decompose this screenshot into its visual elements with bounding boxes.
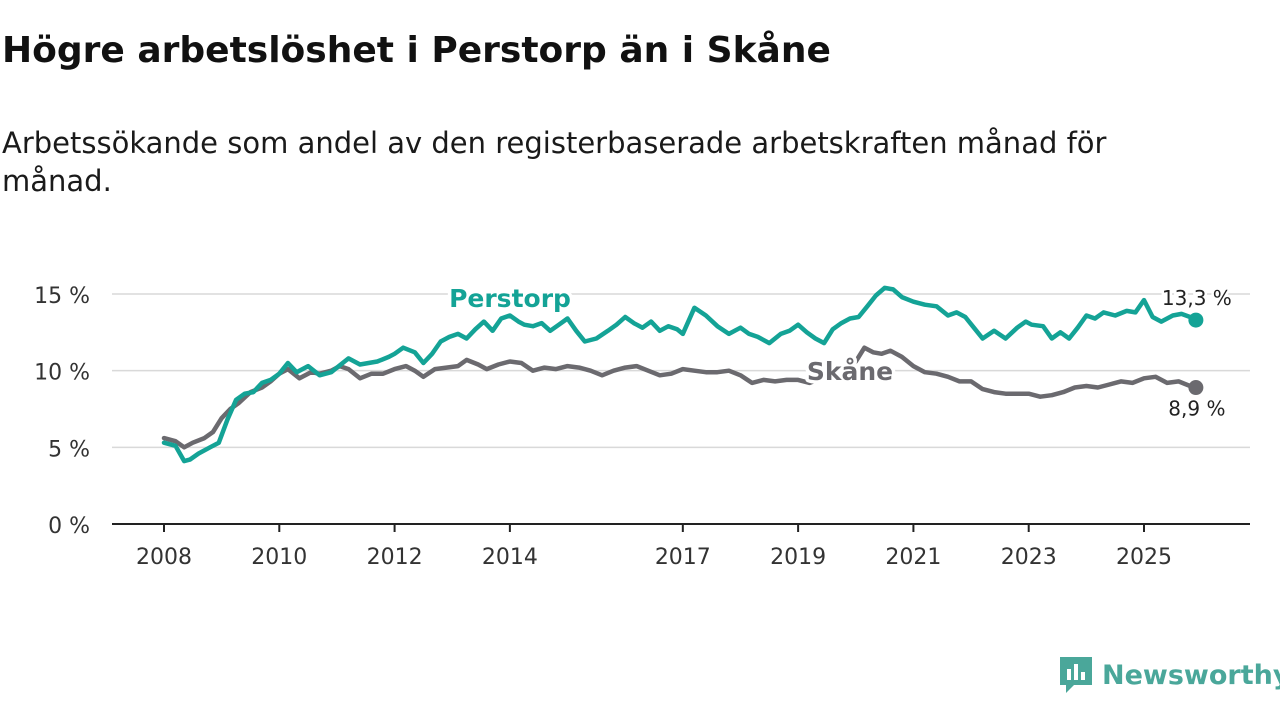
series-layer	[161, 285, 1204, 464]
label-layer: 13,3 % 8,9 % Perstorp Skåne	[446, 281, 1235, 424]
x-tick-label: 2021	[885, 545, 941, 570]
x-tick-label: 2012	[367, 545, 423, 570]
x-tick-label: 2023	[1001, 545, 1057, 570]
y-tick-label: 5 %	[48, 437, 90, 462]
newsworthy-logo: Newsworthy	[1058, 654, 1280, 696]
y-tick-label: 0 %	[48, 514, 90, 539]
x-tick-label: 2019	[770, 545, 826, 570]
series-name-label-skane: Skåne	[807, 357, 893, 386]
series-end-dot-perstorp	[1188, 312, 1204, 328]
y-tick-label: 15 %	[34, 284, 90, 309]
x-tick-label: 2008	[136, 545, 192, 570]
grid-layer: 0 % 5 % 10 % 15 % 2008 2010 2012 2014 2017 2019 20…	[34, 284, 1250, 570]
chart-subtitle: Arbetssökande som andel av den registerb…	[2, 126, 1107, 198]
y-tick-label: 10 %	[34, 361, 90, 386]
series-end-label-skane: 8,9 %	[1168, 397, 1225, 421]
x-tick-label: 2014	[482, 545, 538, 570]
x-tick-label: 2025	[1116, 545, 1172, 570]
series-end-dot-skane	[1188, 380, 1204, 396]
x-tick-label: 2010	[251, 545, 307, 570]
series-line-perstorp	[161, 285, 1199, 464]
chart-title: Högre arbetslöshet i Perstorp än i Skåne	[2, 30, 831, 71]
series-line-skane	[161, 345, 1199, 450]
x-tick-label: 2017	[655, 545, 711, 570]
series-name-label-perstorp: Perstorp	[449, 284, 571, 313]
newsworthy-logo-text: Newsworthy	[1102, 659, 1280, 691]
newsworthy-logo-icon	[1060, 657, 1092, 693]
series-end-label-perstorp: 13,3 %	[1162, 286, 1232, 310]
